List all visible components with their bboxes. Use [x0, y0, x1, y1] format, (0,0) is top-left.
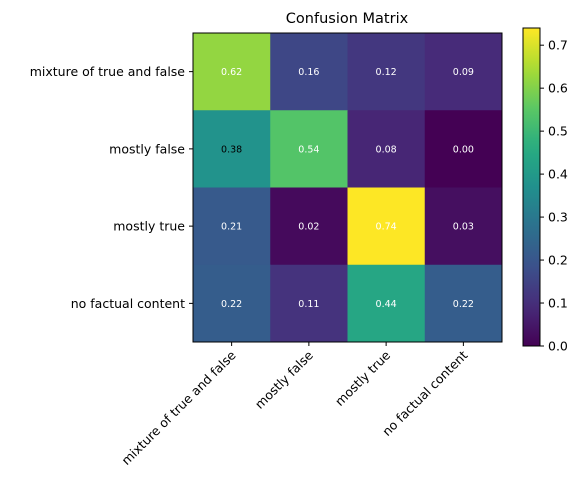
cell-value-label: 0.12 — [376, 67, 397, 78]
heatmap-cell — [270, 33, 348, 111]
cell-value-label: 0.44 — [376, 299, 397, 310]
colorbar-tick-label: 0.4 — [548, 167, 568, 182]
heatmap-cell — [347, 264, 426, 343]
y-tick-label: no factual content — [71, 296, 185, 311]
x-tick-label: mixture of true and false — [118, 347, 239, 468]
heatmap-cell — [270, 264, 348, 343]
x-axis-ticks: mixture of true and false mostly false mos… — [118, 342, 471, 468]
cell-value-label: 0.21 — [221, 222, 242, 233]
colorbar-tick-label: 0.5 — [548, 124, 568, 139]
cell-value-label: 0.09 — [453, 67, 474, 78]
heatmap-cell — [347, 33, 426, 111]
colorbar-tick-label: 0.3 — [548, 210, 568, 225]
cell-value-label: 0.02 — [298, 222, 319, 233]
heatmap-cell — [424, 187, 503, 266]
colorbar-gradient — [523, 28, 540, 346]
heatmap-cell — [424, 110, 503, 188]
x-tick-label: no factual content — [379, 347, 470, 438]
heatmap-cell — [193, 187, 271, 266]
x-tick-label: mostly false — [252, 347, 316, 411]
cell-value-label: 0.62 — [221, 67, 242, 78]
colorbar-tick-label: 0.0 — [548, 339, 568, 354]
heatmap-cells — [193, 33, 503, 343]
heatmap-cell — [193, 110, 271, 188]
colorbar: 0.0 0.1 0.2 0.3 0.4 0.5 0.6 0.7 — [522, 27, 568, 354]
heatmap-cell — [270, 187, 348, 266]
cell-value-label: 0.38 — [221, 144, 242, 155]
x-tick-label: mostly true — [332, 347, 394, 409]
cell-value-label: 0.22 — [221, 299, 242, 310]
heatmap-cell — [347, 110, 426, 188]
heatmap-cell — [424, 33, 503, 111]
y-tick-label: mostly true — [113, 219, 185, 234]
cell-value-label: 0.00 — [453, 144, 474, 155]
cell-annotations: 0.62 0.16 0.12 0.09 0.38 0.54 0.08 0.00 0.21 0.02… — [221, 67, 474, 310]
cell-value-label: 0.74 — [376, 222, 397, 233]
colorbar-tick-label: 0.7 — [548, 38, 568, 53]
colorbar-tick-label: 0.2 — [548, 253, 568, 268]
colorbar-frame — [522, 27, 541, 347]
heatmap-cell — [424, 264, 503, 343]
colorbar-tick-label: 0.6 — [548, 81, 568, 96]
plot-frame — [192, 32, 503, 343]
cell-value-label: 0.22 — [453, 299, 474, 310]
chart-title: Confusion Matrix — [286, 11, 409, 27]
cell-value-label: 0.11 — [298, 299, 319, 310]
cell-value-label: 0.54 — [298, 144, 319, 155]
y-axis-ticks: mixture of true and false mostly false mos… — [30, 64, 193, 311]
cell-value-label: 0.08 — [376, 144, 397, 155]
heatmap-cell — [347, 187, 426, 266]
y-tick-label: mostly false — [109, 141, 185, 156]
cell-value-label: 0.03 — [453, 222, 474, 233]
colorbar-tick-label: 0.1 — [548, 296, 568, 311]
cell-value-label: 0.16 — [298, 67, 319, 78]
heatmap-cell — [193, 33, 271, 111]
heatmap-cell — [193, 264, 271, 343]
y-tick-label: mixture of true and false — [30, 64, 186, 79]
colorbar-ticks: 0.0 0.1 0.2 0.3 0.4 0.5 0.6 0.7 — [540, 38, 568, 354]
heatmap-cell — [270, 110, 348, 188]
